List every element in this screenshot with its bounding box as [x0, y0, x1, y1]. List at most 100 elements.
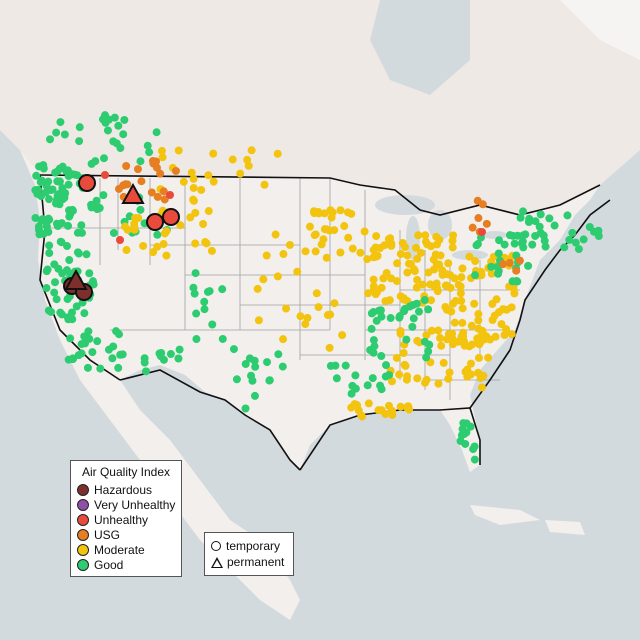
monitor-marker [41, 188, 50, 197]
monitor-marker [474, 316, 483, 325]
monitor-marker [377, 351, 386, 360]
monitor-marker [413, 254, 422, 263]
monitor-marker [54, 177, 63, 186]
monitor-marker [351, 384, 360, 393]
monitor-marker [427, 296, 436, 305]
monitor-marker [434, 379, 443, 388]
monitor-marker [80, 332, 89, 341]
monitor-marker [311, 247, 320, 256]
monitor-marker [285, 240, 294, 249]
monitor-marker [400, 304, 409, 313]
monitor-type-legend: temporary permanent [204, 532, 294, 576]
monitor-marker [122, 161, 131, 170]
monitor-marker [402, 335, 411, 344]
monitor-marker [418, 280, 427, 289]
temporary-monitor-marker [78, 174, 96, 192]
good-swatch-icon [77, 559, 89, 571]
monitor-marker [325, 343, 334, 352]
lake-huron [428, 210, 452, 240]
monitor-marker [539, 231, 548, 240]
monitor-marker [563, 211, 572, 220]
monitor-marker [474, 353, 483, 362]
monitor-marker [395, 370, 404, 379]
temporary-monitor-marker [146, 213, 164, 231]
monitor-marker [75, 137, 84, 146]
monitor-marker [218, 285, 227, 294]
monitor-marker [152, 157, 161, 166]
monitor-marker [579, 235, 588, 244]
monitor-marker [475, 340, 484, 349]
monitor-marker [83, 363, 92, 372]
monitor-marker [260, 180, 269, 189]
monitor-marker [140, 358, 149, 367]
monitor-marker [507, 303, 516, 312]
monitor-marker [65, 256, 74, 265]
monitor-marker [517, 239, 526, 248]
monitor-marker [209, 149, 218, 158]
monitor-marker [445, 270, 454, 279]
monitor-marker [524, 218, 533, 227]
monitor-marker [50, 288, 59, 297]
monitor-marker [528, 240, 537, 249]
monitor-marker [112, 327, 121, 336]
monitor-marker [191, 269, 200, 278]
monitor-marker [402, 403, 411, 412]
monitor-marker [99, 154, 108, 163]
monitor-marker [341, 361, 350, 370]
monitor-marker [305, 222, 314, 231]
monitor-marker [160, 229, 169, 238]
greenland [560, 0, 640, 60]
monitor-marker [444, 374, 453, 383]
monitor-marker [457, 273, 466, 282]
monitor-marker [498, 260, 507, 269]
monitor-marker [326, 206, 335, 215]
monitor-marker [531, 217, 540, 226]
monitor-marker [358, 412, 367, 421]
monitor-marker [463, 365, 472, 374]
monitor-marker [473, 196, 482, 205]
monitor-marker [136, 157, 145, 166]
monitor-marker [369, 285, 378, 294]
monitor-marker [414, 307, 423, 316]
legend-label: Very Unhealthy [94, 498, 176, 512]
monitor-marker [450, 318, 459, 327]
monitor-marker [109, 342, 118, 351]
monitor-marker [186, 213, 195, 222]
legend-item-good: Good [77, 558, 123, 572]
monitor-marker [130, 222, 139, 231]
monitor-marker [141, 367, 150, 376]
monitor-marker [303, 313, 312, 322]
usg-swatch-icon [77, 529, 89, 541]
temporary-monitor-marker [162, 208, 180, 226]
monitor-marker [282, 304, 291, 313]
monitor-marker [494, 249, 503, 258]
monitor-marker [458, 304, 467, 313]
monitor-marker [204, 171, 213, 180]
monitor-marker [467, 321, 476, 330]
legend-item-hazardous: Hazardous [77, 483, 152, 497]
monitor-marker [422, 353, 431, 362]
monitor-marker [73, 228, 82, 237]
legend-label: Good [94, 558, 124, 572]
monitor-marker [381, 372, 390, 381]
monitor-marker [545, 214, 554, 223]
monitor-marker [85, 269, 94, 278]
monitor-marker [420, 296, 429, 305]
monitor-marker [468, 223, 477, 232]
monitor-marker [35, 230, 44, 239]
monitor-marker [482, 332, 491, 341]
monitor-marker [436, 334, 445, 343]
monitor-marker [385, 296, 394, 305]
monitor-marker [377, 283, 386, 292]
monitor-marker [430, 265, 439, 274]
monitor-marker [32, 171, 41, 180]
monitor-marker [310, 231, 319, 240]
monitor-marker [72, 302, 81, 311]
monitor-marker [66, 209, 75, 218]
monitor-marker [423, 240, 432, 249]
monitor-marker [478, 228, 486, 236]
monitor-marker [52, 128, 61, 137]
monitor-marker [208, 320, 217, 329]
monitor-marker [189, 174, 198, 183]
monitor-marker [363, 255, 372, 264]
